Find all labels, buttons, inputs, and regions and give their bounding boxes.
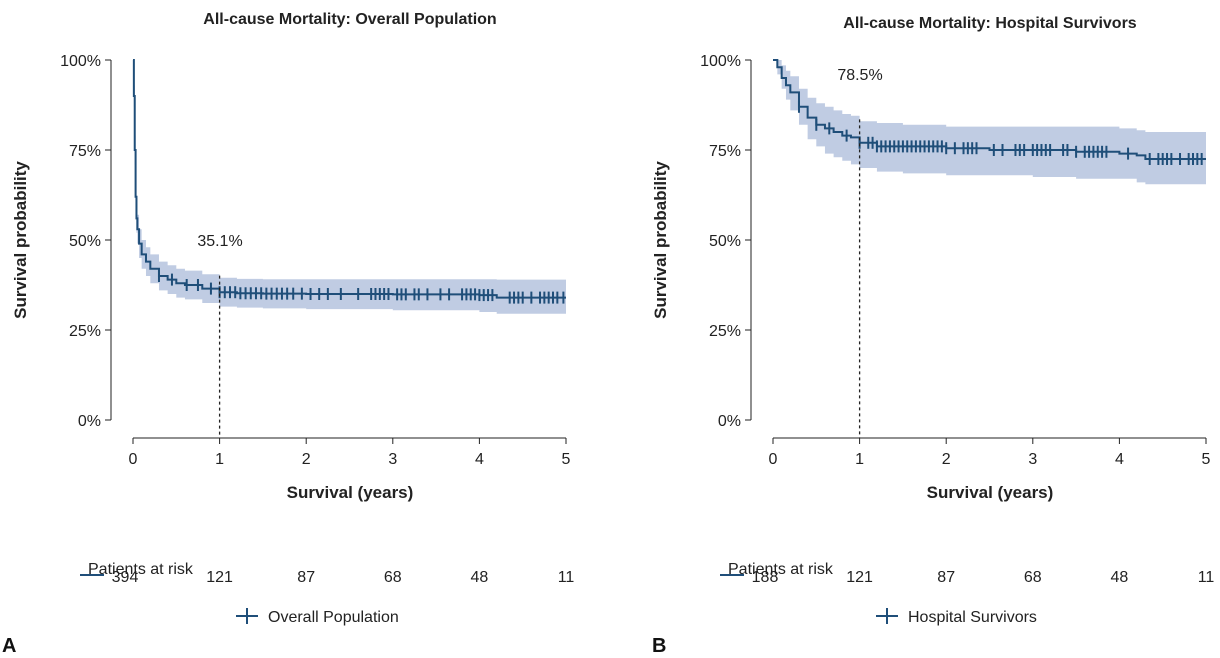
risk-table-value: 87 — [937, 569, 955, 586]
panel-a: All-cause Mortality: Overall Population … — [2, 11, 574, 657]
legend: Overall Population — [236, 608, 399, 626]
x-tick-label: 4 — [1115, 451, 1124, 468]
risk-table-value: 68 — [1024, 569, 1042, 586]
legend-label: Hospital Survivors — [908, 609, 1037, 626]
risk-table-value: 68 — [384, 569, 402, 586]
x-tick-label: 3 — [1028, 451, 1037, 468]
y-tick-label: 100% — [700, 53, 741, 70]
x-tick-label: 0 — [129, 451, 138, 468]
x-tick-label: 5 — [1202, 451, 1211, 468]
y-tick-label: 75% — [709, 143, 741, 160]
y-tick-label: 0% — [718, 413, 741, 430]
risk-table-value: 48 — [471, 569, 489, 586]
y-tick-label: 25% — [709, 323, 741, 340]
panel-letter: B — [652, 635, 666, 657]
y-tick-label: 0% — [78, 413, 101, 430]
risk-table-value: 394 — [112, 569, 139, 586]
x-tick-label: 1 — [215, 451, 224, 468]
risk-table-title: Patients at risk — [728, 561, 834, 578]
x-tick-label: 2 — [942, 451, 951, 468]
risk-table-value: 48 — [1111, 569, 1129, 586]
annotation-label: 78.5% — [837, 67, 882, 84]
x-tick-label: 4 — [475, 451, 484, 468]
risk-table-value: 188 — [752, 569, 779, 586]
risk-table-value: 121 — [846, 569, 873, 586]
legend: Hospital Survivors — [876, 608, 1037, 626]
annotation-label: 35.1% — [197, 233, 242, 250]
x-axis-label: Survival (years) — [287, 483, 414, 502]
y-tick-label: 100% — [60, 53, 101, 70]
panel-b: All-cause Mortality: Hospital Survivors … — [651, 15, 1214, 657]
confidence-band — [133, 60, 566, 314]
legend-label: Overall Population — [268, 609, 399, 626]
risk-table-value: 11 — [558, 569, 575, 586]
risk-table-value: 121 — [206, 569, 233, 586]
x-tick-label: 0 — [769, 451, 778, 468]
risk-table-value: 87 — [297, 569, 315, 586]
x-tick-label: 1 — [855, 451, 864, 468]
y-tick-label: 75% — [69, 143, 101, 160]
y-axis-label: Survival probability — [651, 161, 670, 319]
x-tick-label: 3 — [388, 451, 397, 468]
chart-title: All-cause Mortality: Overall Population — [203, 11, 496, 28]
risk-table-value: 11 — [1198, 569, 1215, 586]
survival-line — [132, 59, 566, 299]
panel-letter: A — [2, 635, 16, 657]
y-axis-label: Survival probability — [11, 161, 30, 319]
x-axis-label: Survival (years) — [927, 483, 1054, 502]
x-tick-label: 2 — [302, 451, 311, 468]
y-tick-label: 50% — [69, 233, 101, 250]
y-tick-label: 50% — [709, 233, 741, 250]
risk-table-title: Patients at risk — [88, 561, 194, 578]
chart-title: All-cause Mortality: Hospital Survivors — [843, 15, 1137, 32]
y-tick-label: 25% — [69, 323, 101, 340]
x-tick-label: 5 — [562, 451, 571, 468]
